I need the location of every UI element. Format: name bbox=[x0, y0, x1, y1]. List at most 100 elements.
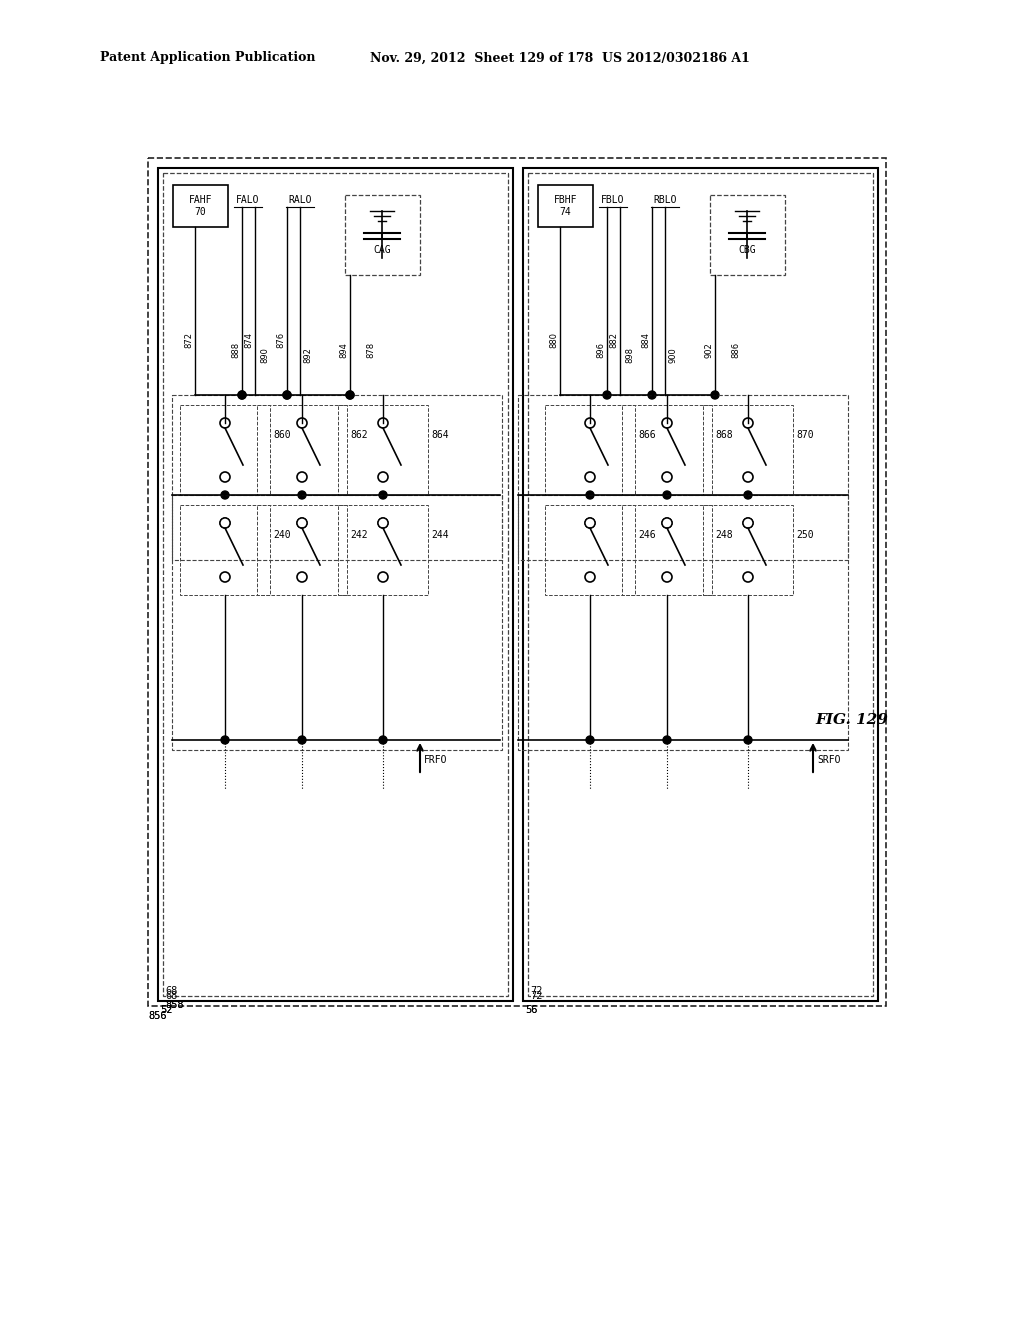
Bar bbox=[257, 506, 347, 595]
Circle shape bbox=[298, 737, 306, 744]
Text: RALO: RALO bbox=[288, 195, 311, 205]
Bar bbox=[338, 506, 428, 595]
Text: RBLO: RBLO bbox=[653, 195, 677, 205]
Text: 52: 52 bbox=[160, 1005, 172, 1015]
Circle shape bbox=[663, 737, 671, 744]
Circle shape bbox=[585, 572, 595, 582]
Circle shape bbox=[585, 517, 595, 528]
Text: 858: 858 bbox=[165, 1001, 183, 1010]
Text: 242: 242 bbox=[350, 531, 368, 540]
Text: 240: 240 bbox=[273, 531, 291, 540]
Circle shape bbox=[744, 491, 752, 499]
Circle shape bbox=[297, 517, 307, 528]
Text: 878: 878 bbox=[366, 342, 375, 358]
Circle shape bbox=[283, 391, 291, 399]
Text: CAG: CAG bbox=[373, 246, 391, 255]
Text: 72: 72 bbox=[530, 986, 543, 997]
Text: FRFO: FRFO bbox=[424, 755, 447, 766]
Circle shape bbox=[662, 517, 672, 528]
Bar bbox=[710, 195, 785, 275]
Circle shape bbox=[378, 418, 388, 428]
Circle shape bbox=[586, 491, 594, 499]
Circle shape bbox=[221, 491, 229, 499]
Text: 248: 248 bbox=[715, 531, 732, 540]
Text: FALO: FALO bbox=[237, 195, 260, 205]
Circle shape bbox=[379, 737, 387, 744]
Text: FBLO: FBLO bbox=[601, 195, 625, 205]
Circle shape bbox=[663, 491, 671, 499]
Circle shape bbox=[298, 491, 306, 499]
Text: 872: 872 bbox=[184, 333, 193, 348]
Circle shape bbox=[297, 418, 307, 428]
Circle shape bbox=[238, 391, 246, 399]
Circle shape bbox=[221, 737, 229, 744]
Text: FBHF
74: FBHF 74 bbox=[554, 195, 578, 216]
Circle shape bbox=[662, 418, 672, 428]
Circle shape bbox=[744, 737, 752, 744]
Circle shape bbox=[662, 473, 672, 482]
Text: SRFO: SRFO bbox=[817, 755, 841, 766]
Circle shape bbox=[585, 473, 595, 482]
Text: 894: 894 bbox=[339, 342, 348, 358]
Text: 56: 56 bbox=[525, 1005, 538, 1015]
Bar bbox=[257, 405, 347, 495]
Text: FIG. 129: FIG. 129 bbox=[815, 713, 888, 727]
Circle shape bbox=[743, 572, 753, 582]
Bar bbox=[172, 495, 502, 750]
Text: 858: 858 bbox=[165, 1001, 183, 1010]
Bar bbox=[523, 168, 878, 1001]
Circle shape bbox=[378, 473, 388, 482]
Text: 898: 898 bbox=[625, 347, 634, 363]
Circle shape bbox=[648, 391, 656, 399]
Bar bbox=[545, 506, 635, 595]
Circle shape bbox=[297, 572, 307, 582]
Circle shape bbox=[662, 572, 672, 582]
Text: 856: 856 bbox=[148, 1011, 167, 1020]
Bar bbox=[528, 173, 873, 997]
Text: Nov. 29, 2012  Sheet 129 of 178  US 2012/0302186 A1: Nov. 29, 2012 Sheet 129 of 178 US 2012/0… bbox=[370, 51, 750, 65]
Bar bbox=[518, 495, 848, 750]
Circle shape bbox=[297, 473, 307, 482]
Text: 246: 246 bbox=[638, 531, 655, 540]
Bar bbox=[338, 405, 428, 495]
Circle shape bbox=[743, 517, 753, 528]
Circle shape bbox=[378, 517, 388, 528]
Circle shape bbox=[378, 517, 388, 528]
Bar bbox=[538, 185, 593, 227]
Bar bbox=[518, 395, 848, 560]
Bar bbox=[173, 185, 228, 227]
Circle shape bbox=[297, 517, 307, 528]
Text: 68: 68 bbox=[165, 991, 177, 1001]
Bar bbox=[622, 506, 712, 595]
Circle shape bbox=[743, 517, 753, 528]
Circle shape bbox=[238, 391, 246, 399]
Text: 896: 896 bbox=[596, 342, 605, 358]
Text: 52: 52 bbox=[160, 1005, 172, 1015]
Bar bbox=[172, 395, 502, 560]
Circle shape bbox=[662, 517, 672, 528]
Circle shape bbox=[346, 391, 354, 399]
Text: 888: 888 bbox=[231, 342, 240, 358]
Text: Patent Application Publication: Patent Application Publication bbox=[100, 51, 315, 65]
Text: 900: 900 bbox=[668, 347, 677, 363]
Bar bbox=[345, 195, 420, 275]
Text: 864: 864 bbox=[431, 430, 449, 440]
Bar bbox=[163, 173, 508, 997]
Text: 892: 892 bbox=[303, 347, 312, 363]
Bar bbox=[148, 158, 886, 1006]
Circle shape bbox=[743, 418, 753, 428]
Text: 860: 860 bbox=[273, 430, 291, 440]
Bar bbox=[703, 405, 793, 495]
Text: 862: 862 bbox=[350, 430, 368, 440]
Circle shape bbox=[220, 572, 230, 582]
Bar bbox=[545, 405, 635, 495]
Text: 884: 884 bbox=[641, 333, 650, 348]
Text: 68: 68 bbox=[165, 986, 177, 997]
Text: 876: 876 bbox=[276, 331, 285, 348]
Text: 866: 866 bbox=[638, 430, 655, 440]
Circle shape bbox=[220, 473, 230, 482]
Circle shape bbox=[743, 473, 753, 482]
Circle shape bbox=[585, 517, 595, 528]
Text: 244: 244 bbox=[431, 531, 449, 540]
Circle shape bbox=[220, 517, 230, 528]
